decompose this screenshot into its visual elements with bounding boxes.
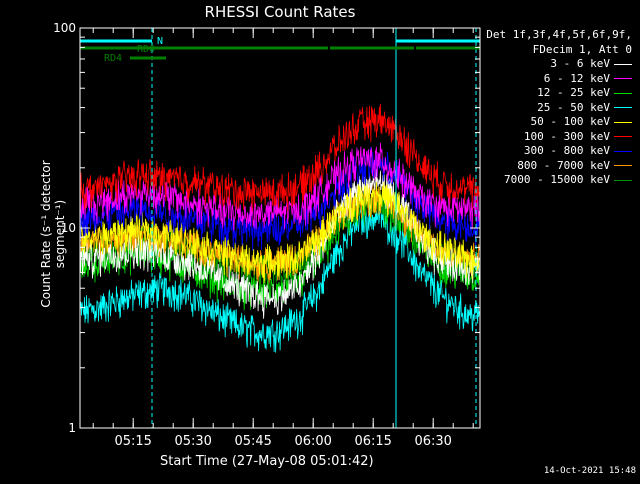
legend-item: 100 - 300 keV <box>486 130 632 145</box>
legend-item: 3 - 6 keV <box>486 57 632 72</box>
legend-label: 25 - 50 keV <box>537 100 610 114</box>
series-line-50-100keV <box>80 178 480 284</box>
legend-item: 800 - 7000 keV <box>486 159 632 174</box>
y-axis-label: Count Rate (s⁻¹ detector segment⁻¹) <box>39 160 67 308</box>
legend-label: 12 - 25 keV <box>537 86 610 99</box>
x-tick-label: 05:15 <box>114 434 151 449</box>
x-tick-label: 06:00 <box>294 434 331 449</box>
legend-swatch <box>614 150 632 152</box>
series-line-6-12keV <box>80 142 480 231</box>
legend: Det 1f,3f,4f,5f,6f,9f, FDecim 1, Att 0 3… <box>486 28 632 188</box>
bar-label-N: N <box>157 36 163 47</box>
legend-swatch <box>614 121 632 123</box>
legend-label: 7000 - 15000 keV <box>504 173 610 186</box>
legend-header-1: Det 1f,3f,4f,5f,6f,9f, <box>486 28 632 41</box>
legend-swatch <box>614 78 632 80</box>
bar-label-RD0: RD0 <box>137 44 155 55</box>
legend-swatch <box>614 92 632 94</box>
x-tick-label: 05:30 <box>174 434 211 449</box>
x-axis-label: Start Time (27-May-08 05:01:42) <box>160 454 374 469</box>
footer-date: 14-Oct-2021 15:48 <box>543 466 636 476</box>
legend-label: 50 - 100 keV <box>530 115 610 128</box>
legend-label: 800 - 7000 keV <box>517 158 610 172</box>
y-tick-label: 10 <box>61 221 76 235</box>
legend-item: 50 - 100 keV <box>486 115 632 130</box>
legend-item: 25 - 50 keV <box>486 101 632 116</box>
legend-item: 12 - 25 keV <box>486 86 632 101</box>
legend-swatch <box>614 179 632 181</box>
x-tick-label: 06:15 <box>354 434 391 449</box>
legend-swatch <box>614 136 632 138</box>
series-line-100-300keV <box>80 103 480 212</box>
legend-label: 300 - 800 keV <box>523 144 610 157</box>
series-line-300-800keV <box>80 146 480 251</box>
legend-header-2: FDecim 1, Att 0 <box>532 42 632 56</box>
legend-item: 6 - 12 keV <box>486 72 632 87</box>
series-line-25-50keV <box>80 202 480 353</box>
x-tick-label: 06:30 <box>414 434 451 449</box>
legend-item: 300 - 800 keV <box>486 144 632 159</box>
legend-label: 100 - 300 keV <box>523 129 610 143</box>
legend-swatch <box>614 107 632 109</box>
y-tick-label: 100 <box>53 21 76 35</box>
legend-label: 6 - 12 keV <box>543 71 610 85</box>
chart-title: RHESSI Count Rates <box>204 3 356 21</box>
legend-swatch <box>614 63 632 65</box>
bar-label-RD4: RD4 <box>104 53 122 64</box>
x-tick-label: 05:45 <box>234 434 271 449</box>
y-tick-label: 1 <box>68 421 76 435</box>
legend-label: 3 - 6 keV <box>550 57 610 70</box>
legend-swatch <box>614 165 632 167</box>
legend-item: 7000 - 15000 keV <box>486 173 632 188</box>
